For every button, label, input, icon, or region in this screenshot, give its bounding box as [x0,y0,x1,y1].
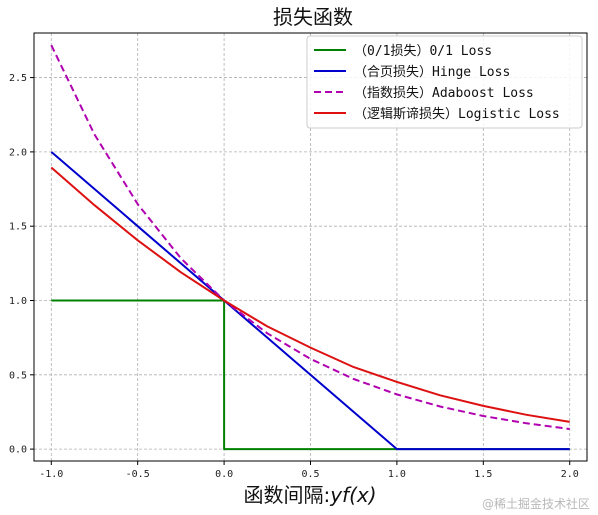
series-layer [50,44,570,451]
x-axis-ticks: -1.0 -0.5 0.0 0.5 1.0 1.5 2.0 [39,461,579,480]
watermark: @稀土掘金技术社区 [482,496,590,511]
legend-label: （逻辑斯谛损失）Logistic Loss [354,106,560,122]
legend: （0/1损失）0/1 Loss （合页损失）Hinge Loss （指数损失）Ada… [306,35,583,129]
chart-title: 损失函数 [273,5,353,29]
y-tick-label: 0.5 [9,370,27,381]
series-line-2 [50,151,570,451]
series-line-3 [50,44,570,430]
legend-label: （0/1损失）0/1 Loss [354,44,492,59]
legend-label: （合页损失）Hinge Loss [354,65,510,80]
legend-box [306,35,583,129]
x-axis-label-math: yf(x) [329,483,376,507]
y-tick-label: 1.0 [9,296,27,307]
y-tick-label: 1.5 [9,222,27,233]
legend-label: （指数损失）Adaboost Loss [354,86,534,101]
x-axis-label-text: 函数间隔: [243,483,330,507]
y-tick-label: 2.5 [9,73,27,84]
x-tick-label: -1.0 [39,469,63,480]
x-tick-label: -0.5 [126,469,150,480]
y-tick-label: 2.0 [9,147,27,158]
x-tick-label: 1.0 [388,469,406,480]
x-tick-label: 2.0 [561,469,579,480]
x-tick-label: 0.0 [215,469,233,480]
x-tick-label: 0.5 [301,469,319,480]
y-axis-ticks: 0.0 0.5 1.0 1.5 2.0 2.5 [9,73,34,456]
series-line-4 [50,166,570,423]
x-tick-label: 1.5 [474,469,492,480]
x-axis-label: 函数间隔:yf(x) [243,483,376,507]
y-tick-label: 0.0 [9,445,27,456]
